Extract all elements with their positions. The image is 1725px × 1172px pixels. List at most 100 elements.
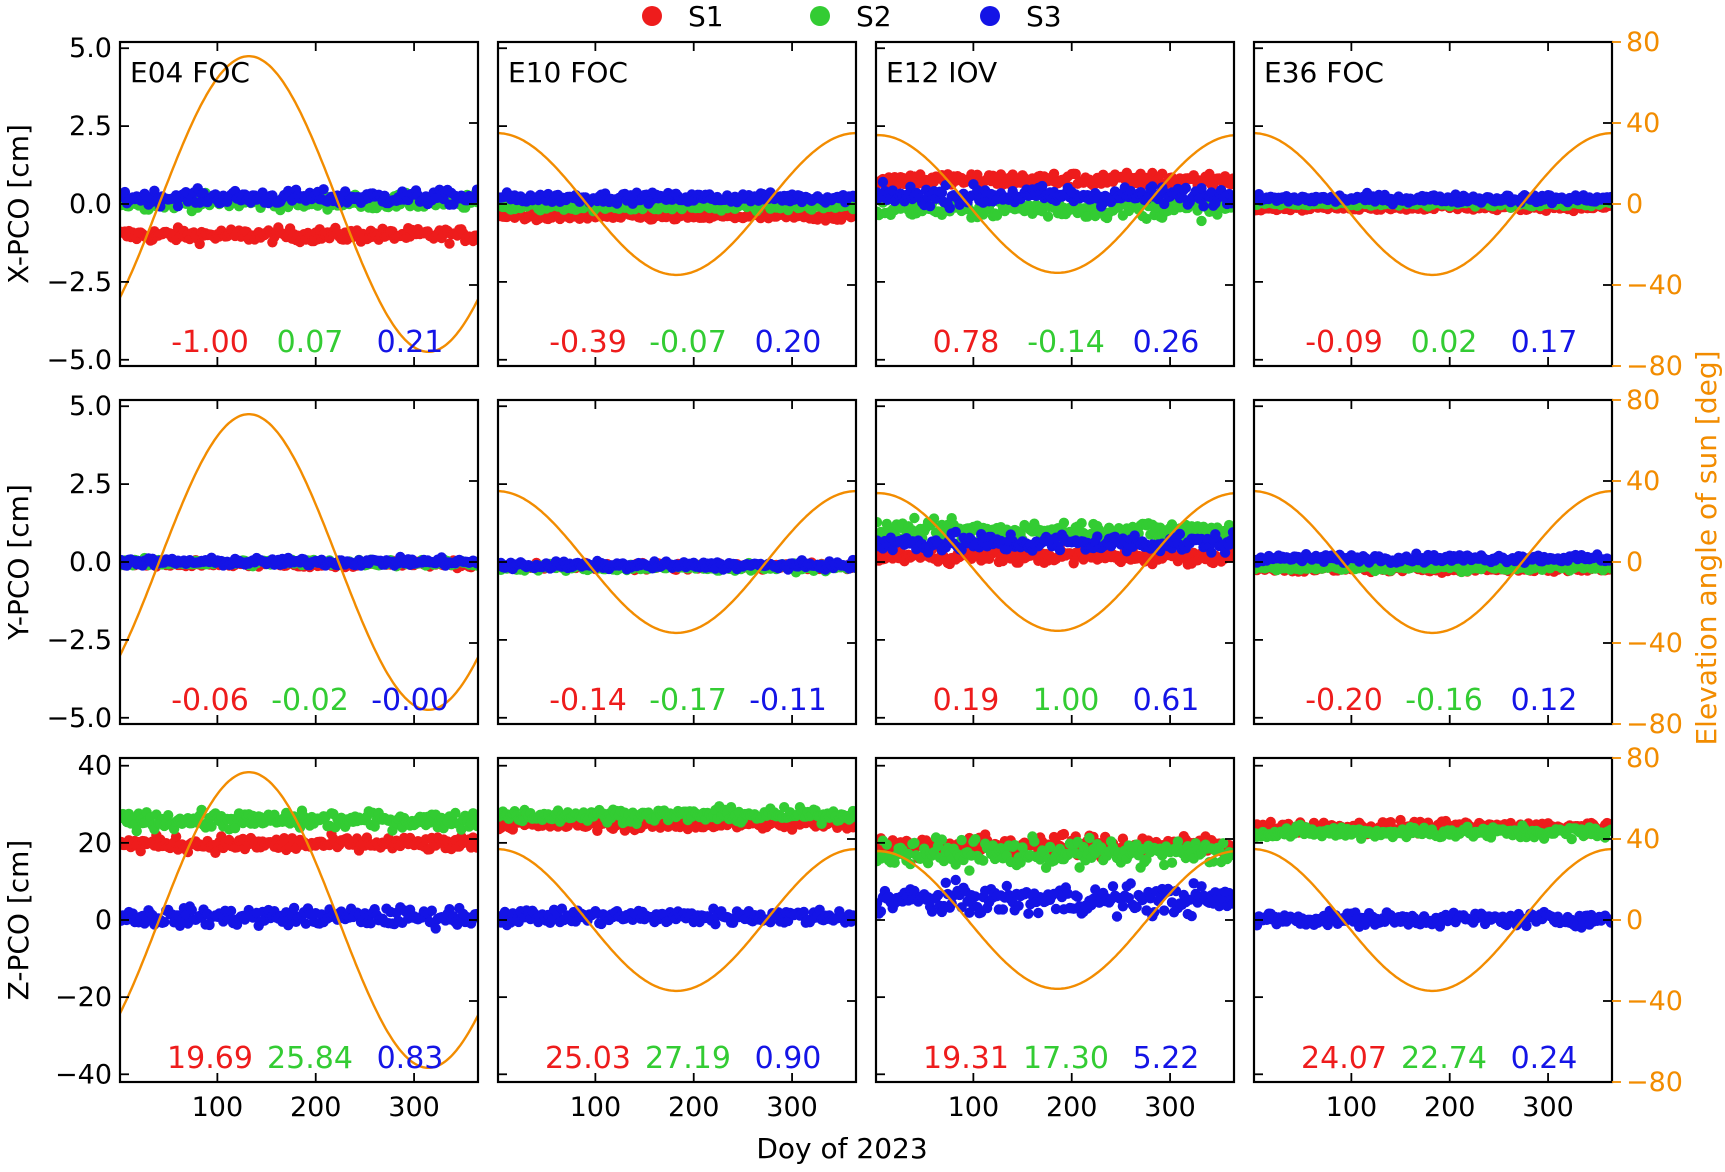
legend: S1 S2 S3 bbox=[642, 0, 1062, 33]
point-s2 bbox=[1212, 209, 1223, 220]
point-s3 bbox=[1605, 191, 1612, 203]
panel-title: E12 IOV bbox=[886, 56, 997, 89]
stat-label-s2: 1.00 bbox=[1033, 683, 1100, 718]
scatter-points bbox=[498, 554, 856, 578]
sun-elevation-line bbox=[498, 489, 856, 635]
y-tick-label: 2.5 bbox=[69, 111, 112, 142]
scatter-points bbox=[498, 187, 856, 226]
point-s2 bbox=[206, 821, 217, 832]
stat-label-s3: 0.20 bbox=[755, 325, 822, 360]
y-tick-label: 5.0 bbox=[69, 33, 112, 64]
y-tick-label: −2.5 bbox=[46, 625, 112, 656]
sun-tick-label: 80 bbox=[1626, 27, 1660, 58]
scatter-points bbox=[876, 512, 1234, 570]
point-s3 bbox=[1001, 544, 1012, 555]
point-s1 bbox=[1227, 173, 1234, 184]
point-s2 bbox=[1605, 563, 1612, 574]
legend-label-s3: S3 bbox=[1026, 0, 1062, 33]
point-s3 bbox=[471, 184, 478, 195]
point-s2 bbox=[131, 825, 142, 837]
panel-title: E36 FOC bbox=[1264, 56, 1384, 89]
point-s2 bbox=[849, 203, 856, 214]
scatter-points bbox=[1254, 187, 1612, 217]
stat-label-s3: 0.61 bbox=[1133, 683, 1200, 718]
stat-label-s2: -0.14 bbox=[1027, 325, 1105, 360]
point-s3 bbox=[1174, 528, 1186, 540]
scatter-points bbox=[120, 551, 478, 574]
point-s1 bbox=[1157, 168, 1168, 179]
panel-6: 0.19 1.00 0.61 bbox=[874, 398, 1236, 726]
point-s2 bbox=[196, 804, 207, 816]
point-s3 bbox=[950, 526, 961, 538]
panel-1: E10 FOC-0.39 -0.07 0.20 bbox=[496, 40, 858, 368]
stat-label-s1: -0.06 bbox=[171, 683, 249, 718]
point-s2 bbox=[456, 824, 467, 835]
sun-elevation-line bbox=[1254, 131, 1612, 277]
y-tick-label: 0.0 bbox=[69, 189, 112, 220]
stat-label-s3: 0.12 bbox=[1511, 683, 1578, 718]
scatter-points bbox=[120, 804, 478, 934]
point-s3 bbox=[1147, 181, 1158, 192]
legend-label-s1: S1 bbox=[688, 0, 724, 33]
point-s3 bbox=[1206, 547, 1217, 558]
stat-label-s3: 0.17 bbox=[1511, 325, 1578, 360]
sun-elevation-line bbox=[120, 413, 478, 711]
point-s2 bbox=[1058, 517, 1070, 528]
point-s1 bbox=[1048, 168, 1060, 179]
sun-tick-label: 0 bbox=[1626, 547, 1643, 578]
y-tick-label: 0.0 bbox=[69, 547, 112, 578]
point-s3 bbox=[318, 184, 329, 195]
stat-label-s3: 0.26 bbox=[1133, 325, 1200, 360]
point-s1 bbox=[471, 230, 478, 241]
point-s3 bbox=[172, 201, 184, 212]
y-tick-label: 5.0 bbox=[69, 391, 112, 422]
point-s2 bbox=[450, 807, 461, 819]
point-s2 bbox=[991, 210, 1003, 221]
sun-tick-label: −40 bbox=[1626, 628, 1683, 659]
point-s3 bbox=[1037, 180, 1048, 192]
point-s3 bbox=[1227, 191, 1234, 202]
point-s2 bbox=[1042, 211, 1054, 222]
sun-elevation-line bbox=[876, 133, 1234, 274]
y-tick-label: −5.0 bbox=[46, 345, 112, 376]
y-tick-label: −2.5 bbox=[46, 267, 112, 298]
point-s2 bbox=[471, 820, 478, 832]
stat-label-s1: -0.09 bbox=[1305, 325, 1383, 360]
stat-label-s1: 0.19 bbox=[933, 683, 1000, 718]
point-s1 bbox=[135, 846, 146, 857]
point-s3 bbox=[1054, 544, 1066, 556]
y-tick-label: 2.5 bbox=[69, 469, 112, 500]
point-s3 bbox=[159, 916, 170, 928]
panel-2: E12 IOV 0.78 -0.14 0.26 bbox=[874, 40, 1236, 368]
stat-label-s1: -0.39 bbox=[549, 325, 627, 360]
point-s3 bbox=[1225, 535, 1234, 546]
point-s3 bbox=[849, 562, 856, 573]
point-s3 bbox=[471, 558, 478, 569]
point-s3 bbox=[877, 176, 889, 188]
sun-elevation-line bbox=[876, 491, 1234, 632]
point-s3 bbox=[849, 191, 856, 203]
point-s2 bbox=[1076, 518, 1087, 529]
sun-tick-label: 40 bbox=[1626, 466, 1660, 497]
sun-tick-label: −80 bbox=[1626, 709, 1683, 740]
point-s2 bbox=[1082, 211, 1093, 222]
point-s2 bbox=[909, 512, 920, 524]
stat-label-s3: -0.11 bbox=[749, 683, 827, 718]
point-s3 bbox=[186, 904, 197, 916]
point-s2 bbox=[1196, 215, 1207, 227]
point-s3 bbox=[1219, 547, 1231, 558]
scatter-points bbox=[1254, 548, 1612, 578]
stat-label-s2: -0.02 bbox=[271, 683, 349, 718]
panel-title: E04 FOC bbox=[130, 56, 250, 89]
stat-label-s2: -0.16 bbox=[1405, 683, 1483, 718]
point-s3 bbox=[469, 192, 478, 203]
panel-4: 5.02.50.0−2.5−5.0-0.06 -0.02 -0.00 bbox=[46, 391, 480, 734]
point-s3 bbox=[1092, 531, 1103, 542]
stat-label-s2: 0.02 bbox=[1411, 325, 1478, 360]
point-s2 bbox=[229, 823, 241, 834]
stat-label-s1: 0.78 bbox=[933, 325, 1000, 360]
